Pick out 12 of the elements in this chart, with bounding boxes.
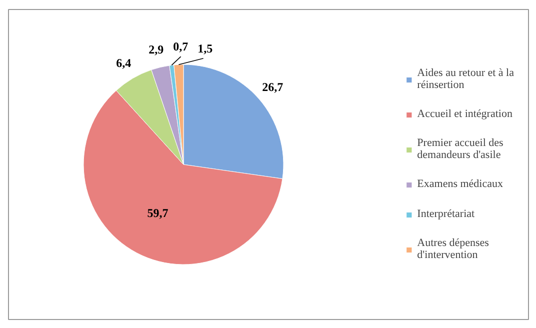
legend-label: Premier accueil des demandeurs d'asile	[417, 137, 504, 161]
data-label: 0,7	[173, 40, 188, 54]
data-label: 6,4	[116, 56, 132, 70]
legend-label: Interprétariat	[417, 207, 475, 221]
legend-label: Examens médicaux	[417, 177, 504, 191]
data-label: 2,9	[148, 42, 164, 57]
data-label: 26,7	[262, 80, 284, 94]
legend-label: Accueil et intégration	[417, 107, 512, 121]
legend-label: Aides au retour et à la réinsertion	[417, 67, 514, 91]
data-label: 1,5	[198, 42, 213, 56]
data-label: 59,7	[147, 206, 168, 220]
legend-label: Autres dépenses d'intervention	[417, 237, 489, 261]
